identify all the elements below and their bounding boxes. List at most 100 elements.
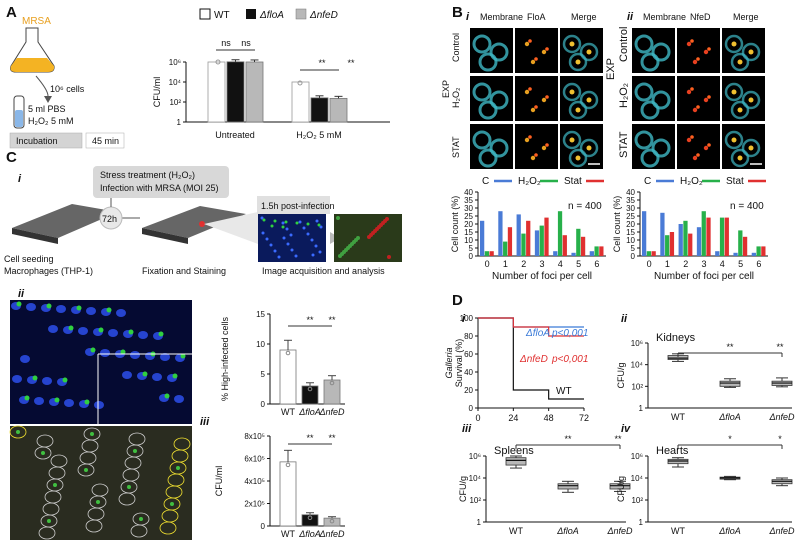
nucleus-dot bbox=[285, 227, 289, 231]
bacteria-dot bbox=[120, 349, 126, 355]
nucleus-dot bbox=[100, 349, 110, 357]
legend-bi-c: C bbox=[482, 176, 489, 187]
chart-bi-y-tick-label: 35 bbox=[464, 196, 473, 205]
chart-di-x-tick-label: 48 bbox=[544, 413, 554, 423]
chart-bi-bar bbox=[589, 251, 594, 256]
chart-cii-y-tick-label: 5 bbox=[261, 370, 266, 379]
bacteria-dot bbox=[270, 224, 274, 228]
micrograph-dots bbox=[260, 216, 391, 259]
focus-dot bbox=[524, 89, 530, 95]
chart-di-pvalue-floa: p<0,001 bbox=[551, 328, 588, 339]
chart-div-y-tick-label: 1 bbox=[639, 518, 644, 527]
chart-ciii-x-tick-label: ΔfloA bbox=[298, 529, 321, 539]
nucleus-dot bbox=[94, 401, 104, 409]
chart-bi-y-tick-label: 15 bbox=[464, 228, 473, 237]
micrograph-blue bbox=[258, 214, 326, 262]
chart-ciii-y-tick-label: 6x10⁵ bbox=[244, 455, 265, 464]
legend-bii: C H₂O₂ Stat bbox=[644, 176, 766, 187]
chart-di-y-tick-label: 60 bbox=[464, 350, 473, 359]
chart-bi-bar bbox=[544, 217, 549, 256]
chart-dii-x-tick-label: ΔfloA bbox=[718, 412, 741, 422]
membrane-ring bbox=[651, 42, 671, 62]
bacteria-dot bbox=[139, 517, 143, 521]
incubation-box bbox=[9, 132, 83, 149]
legend-swatch-wt bbox=[199, 8, 211, 20]
nucleus-dot bbox=[289, 233, 293, 237]
merge-ring bbox=[568, 148, 588, 168]
merge-focus bbox=[737, 59, 743, 65]
chart-diii: 1 10² 10⁴ 10⁶ CFU/g Spleens WT ΔfloA ΔnfeD ** ** bbox=[458, 434, 633, 536]
chart-bii-x-tick-label: 2 bbox=[683, 259, 688, 269]
chart-bi-bar bbox=[557, 211, 563, 256]
chart-bi-bar bbox=[594, 246, 599, 256]
chart-div-y-label: CFU/g bbox=[616, 476, 626, 502]
chart-cii-y-tick-label: 0 bbox=[261, 400, 266, 409]
chart-bi-bar bbox=[562, 235, 567, 256]
cell-micrographs: ii iii bbox=[9, 288, 210, 540]
nucleus-dot bbox=[282, 236, 286, 240]
chart-a-point bbox=[297, 80, 303, 86]
chart-di-pvalue-nfed: p<0,001 bbox=[551, 354, 588, 365]
cell-outline bbox=[77, 463, 95, 477]
chart-dii-x-tick-label: ΔnfeD bbox=[768, 412, 795, 422]
chart-bi-bar bbox=[539, 225, 544, 256]
focus-dot bbox=[690, 39, 694, 43]
merge-focus bbox=[569, 137, 575, 143]
panel-label-dii: ii bbox=[621, 313, 628, 325]
chart-cii-sig-label: ** bbox=[306, 315, 314, 325]
focus-dot bbox=[686, 137, 692, 143]
row-label-exp-ii: EXP bbox=[605, 58, 617, 80]
chart-diii-box bbox=[609, 483, 631, 490]
chart-bi-bar bbox=[480, 220, 485, 256]
legend-swatch-floa bbox=[246, 9, 256, 19]
chart-diii-sig-label: ** bbox=[614, 434, 622, 444]
chart-di-y-tick-label: 40 bbox=[464, 368, 473, 377]
chart-diii-x-tick-label: ΔnfeD bbox=[606, 526, 633, 536]
chart-a-sig-label: ** bbox=[347, 58, 355, 68]
chart-bii-bar bbox=[665, 235, 670, 256]
legend-a: WT ΔfloA ΔnfeD bbox=[199, 8, 338, 21]
chart-bi-bar bbox=[534, 230, 540, 256]
schematic-c: i Stress treatment (H₂O₂) Infection with… bbox=[4, 166, 402, 276]
chart-dii-sig-label: ** bbox=[776, 342, 784, 352]
focus-dot bbox=[686, 89, 692, 95]
focus-dot bbox=[696, 105, 700, 109]
panel-label-bi: i bbox=[466, 11, 470, 23]
chart-bi-x-tick-label: 4 bbox=[558, 259, 563, 269]
cells-label: 10⁶ cells bbox=[50, 84, 85, 94]
focus-dot bbox=[524, 137, 530, 143]
bacteria-dot bbox=[54, 397, 60, 403]
panel-label-div: iv bbox=[621, 423, 631, 435]
merge-focus bbox=[731, 41, 737, 47]
chart-div-x-tick-label: WT bbox=[671, 526, 685, 536]
microscopy-panels: i ii Membrane FloA Merge Membrane NfeD M… bbox=[441, 11, 765, 169]
bacteria-dot bbox=[98, 327, 104, 333]
focus-dot bbox=[686, 41, 692, 47]
chart-a-bar bbox=[207, 61, 226, 123]
micrograph-tile bbox=[677, 124, 720, 169]
nucleus-dot bbox=[174, 395, 184, 403]
legend-bii-stat: Stat bbox=[726, 176, 744, 187]
bacteria-dot bbox=[281, 225, 285, 229]
col-header-merge-ii: Merge bbox=[733, 12, 759, 22]
merge-focus bbox=[575, 107, 581, 113]
time-box bbox=[85, 132, 125, 149]
panel-label-c: C bbox=[6, 149, 17, 166]
chart-diii-box bbox=[557, 483, 579, 490]
chart-bii-bar bbox=[719, 217, 725, 256]
nucleus-dot bbox=[319, 225, 323, 229]
tube-liquid bbox=[15, 110, 23, 127]
bacteria-dot bbox=[273, 219, 277, 223]
membrane-ring bbox=[489, 138, 509, 158]
merge-focus bbox=[569, 41, 575, 47]
nucleus-dot bbox=[108, 329, 118, 337]
merge-focus bbox=[737, 155, 743, 161]
bacteria-dot bbox=[68, 325, 74, 331]
focus-dot bbox=[534, 105, 538, 109]
focus-dot bbox=[524, 41, 530, 47]
chart-dii-y-tick-label: 10⁴ bbox=[631, 361, 644, 370]
chart-di-x-tick-label: 24 bbox=[508, 413, 518, 423]
chart-dii-sig-label: ** bbox=[726, 342, 734, 352]
timer-label: 72h bbox=[102, 214, 117, 224]
